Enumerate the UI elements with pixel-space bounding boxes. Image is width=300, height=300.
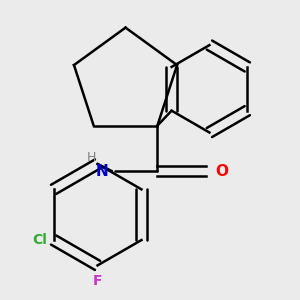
Text: N: N <box>96 164 108 178</box>
Text: Cl: Cl <box>32 233 46 247</box>
Text: H: H <box>86 151 96 164</box>
Text: O: O <box>215 164 228 178</box>
Text: F: F <box>93 274 102 288</box>
